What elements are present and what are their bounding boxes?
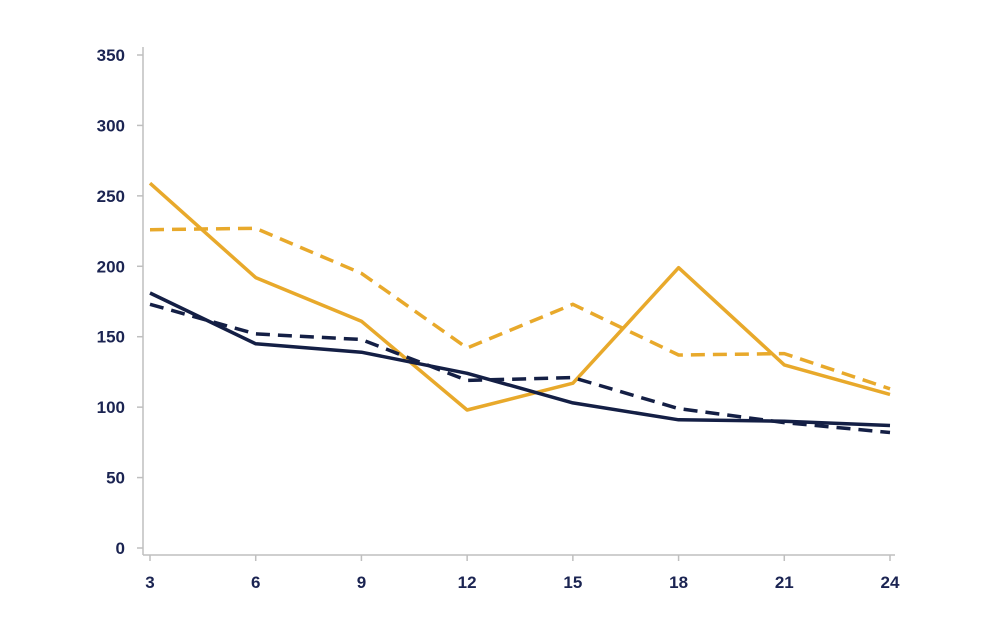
- y-tick-label: 200: [97, 257, 125, 276]
- x-tick-label: 9: [357, 573, 366, 592]
- x-tick-label: 6: [251, 573, 260, 592]
- axes: [137, 47, 895, 561]
- y-tick-label: 250: [97, 187, 125, 206]
- series-line-4: [149, 302, 891, 435]
- y-tick-label: 150: [97, 328, 125, 347]
- x-tick-label: 21: [775, 573, 794, 592]
- y-tick-label: 350: [97, 46, 125, 65]
- y-tick-label: 50: [106, 469, 125, 488]
- x-tick-label: 18: [669, 573, 688, 592]
- y-tick-label: 100: [97, 398, 125, 417]
- x-tick-label: 12: [458, 573, 477, 592]
- series-layer: [148, 181, 891, 435]
- x-tick-label: 24: [881, 573, 900, 592]
- tick-labels: 0 50 100 150 200 250 300 350 3 6 9 12 15 18 21 24: [97, 46, 900, 592]
- series-line-1: [148, 181, 891, 412]
- series-line-3: [149, 291, 891, 428]
- x-tick-label: 15: [563, 573, 582, 592]
- x-tick-label: 3: [145, 573, 154, 592]
- series-line-2: [149, 226, 891, 391]
- y-tick-label: 300: [97, 116, 125, 135]
- y-tick-label: 0: [116, 539, 125, 558]
